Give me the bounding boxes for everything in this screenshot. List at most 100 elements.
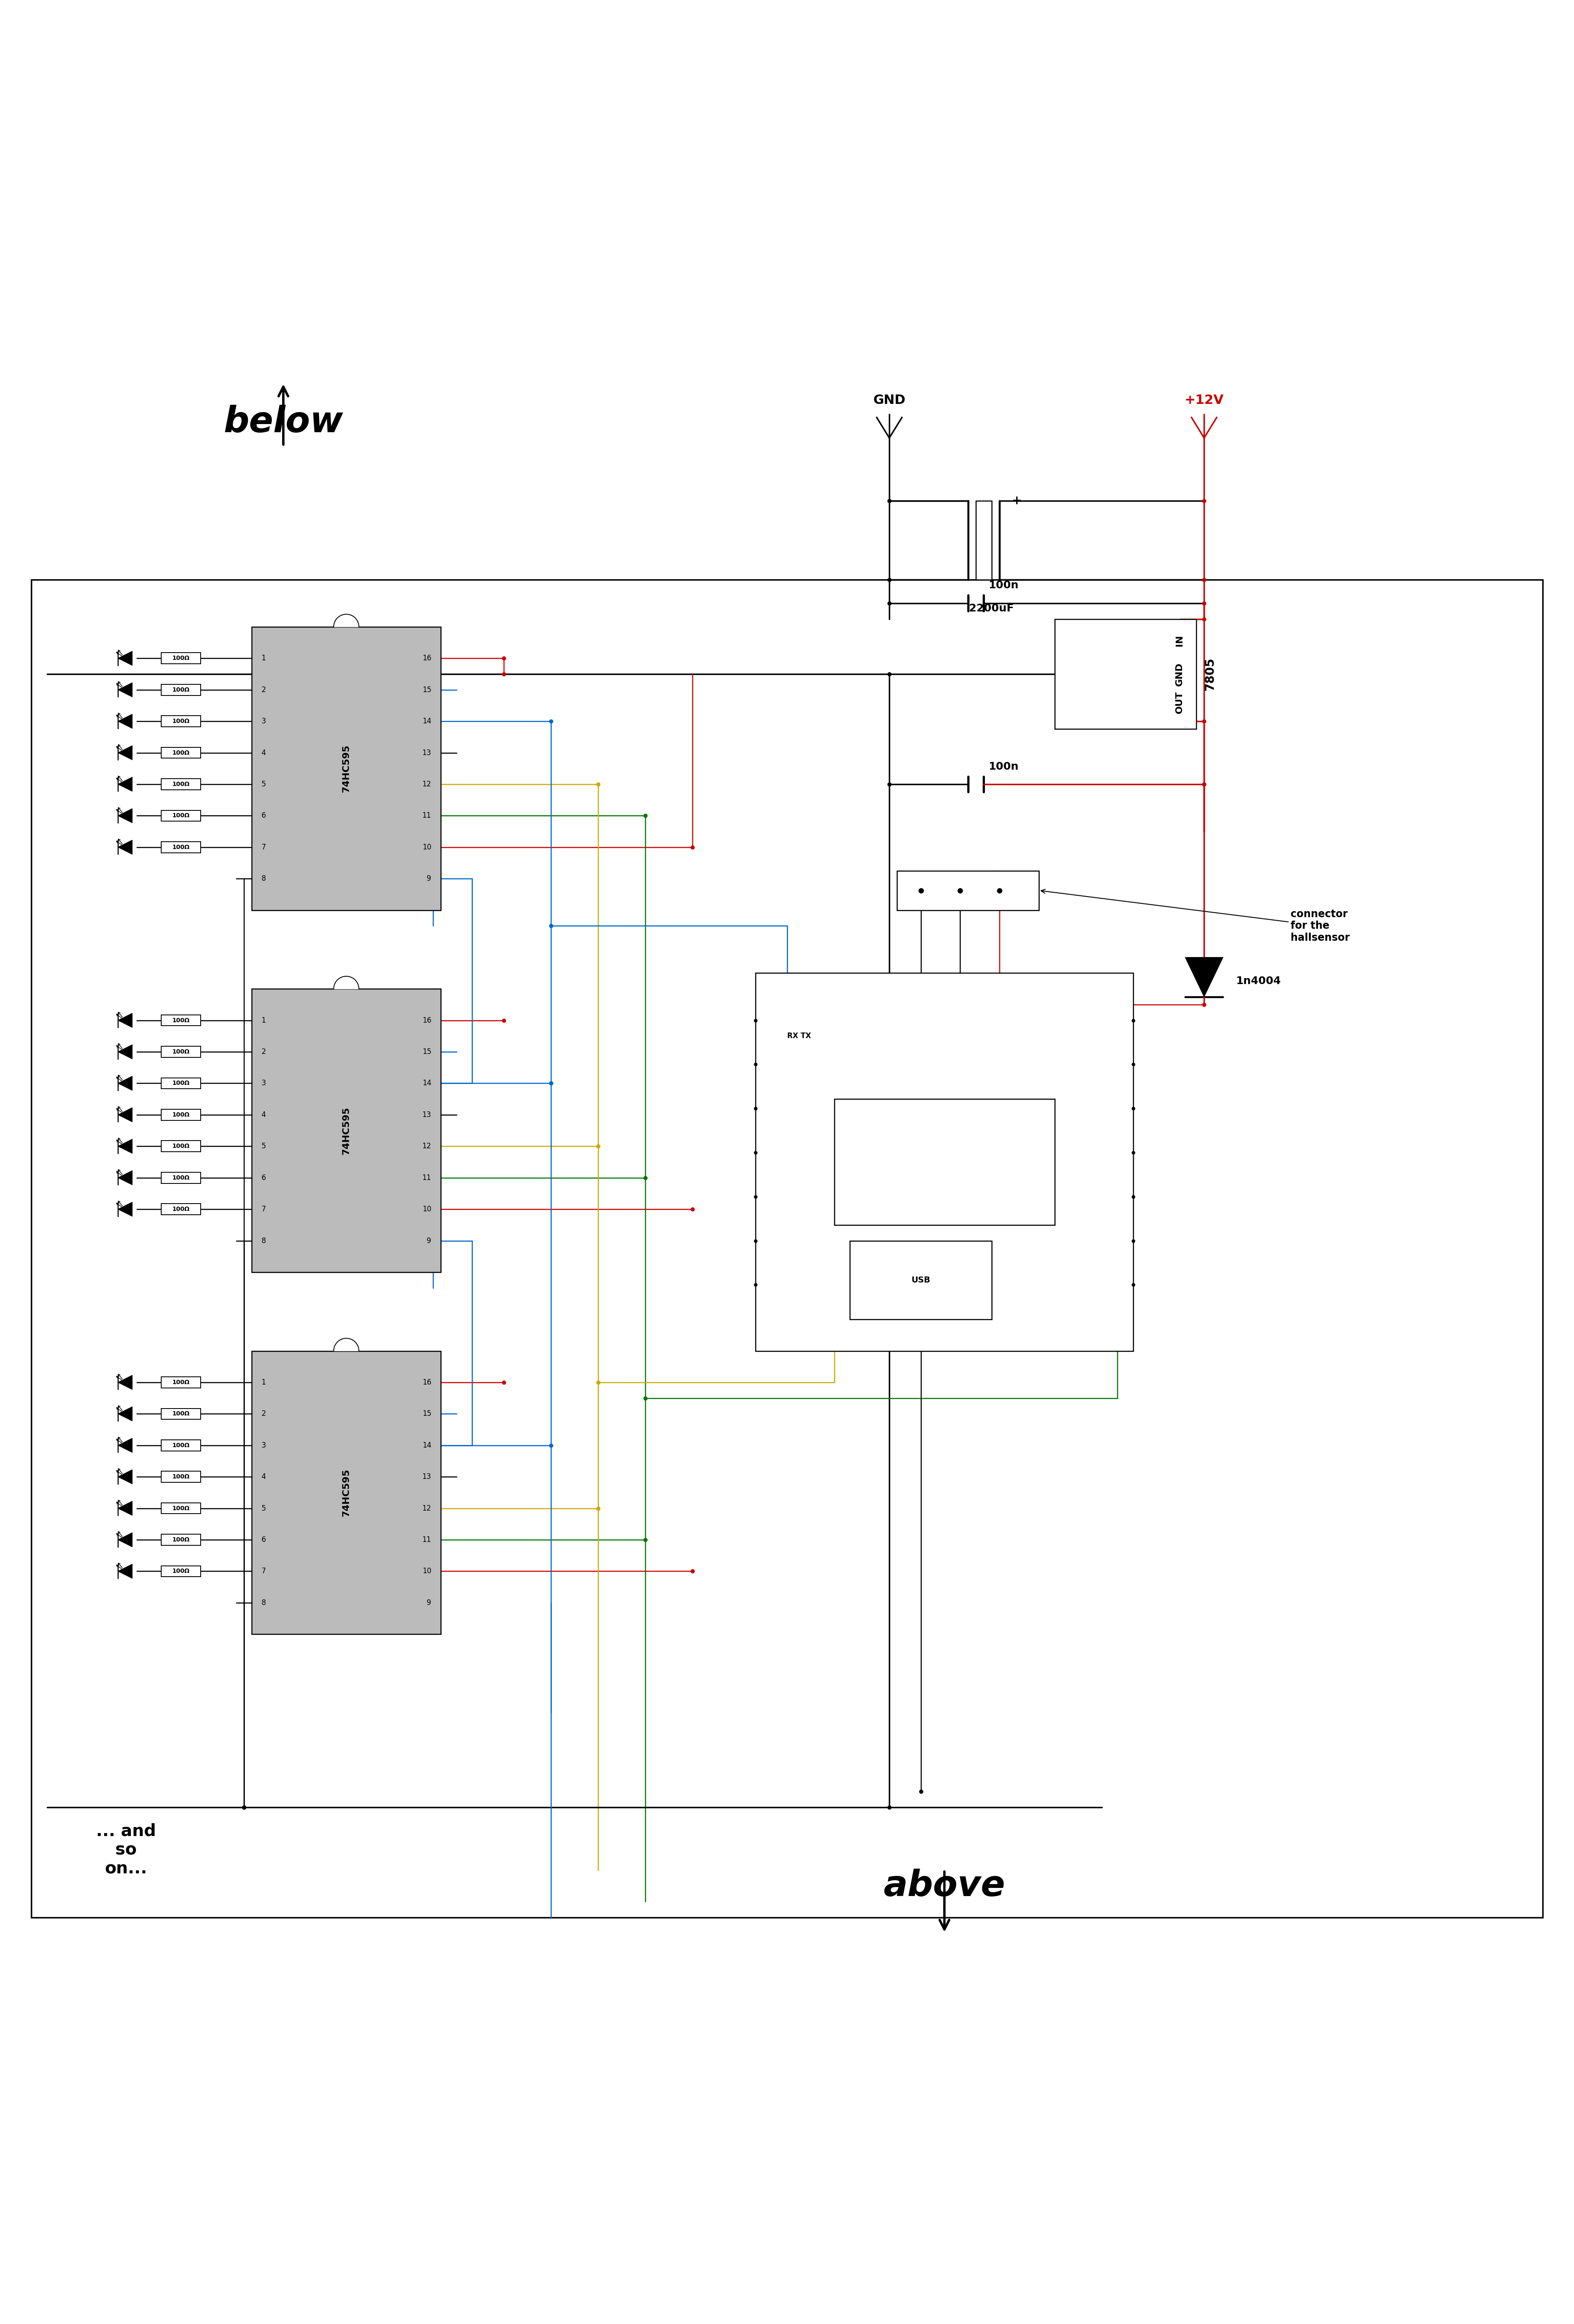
Text: above: above [883,1868,1006,1903]
Text: 74HC595: 74HC595 [342,1106,351,1155]
Text: 10: 10 [422,1566,431,1576]
Text: 6: 6 [261,1536,266,1543]
Text: ARDUINO NANO: ARDUINO NANO [905,1127,984,1134]
Text: 15: 15 [422,686,431,693]
Bar [162,716,201,727]
Text: 3: 3 [261,1078,266,1088]
Text: GND: GND [874,395,905,407]
Polygon shape [118,839,132,855]
Bar [162,811,201,820]
Text: 13: 13 [422,1111,431,1118]
Polygon shape [118,1376,132,1390]
Polygon shape [118,1109,132,1122]
Polygon shape [118,1469,132,1485]
Text: USB: USB [911,1276,930,1285]
Bar [897,872,1039,911]
Text: 100Ω: 100Ω [172,781,190,788]
Polygon shape [118,713,132,727]
Text: 100Ω: 100Ω [172,1206,190,1213]
Polygon shape [334,1339,359,1350]
Text: 100Ω: 100Ω [172,718,190,725]
Bar [162,779,201,790]
Polygon shape [118,746,132,760]
Bar [162,1566,201,1576]
Text: 13: 13 [422,1473,431,1480]
Bar [162,1441,201,1450]
Text: 8: 8 [261,874,266,883]
Text: GND: GND [1176,662,1184,686]
Text: 14: 14 [422,1441,431,1450]
Text: 100Ω: 100Ω [172,1380,190,1385]
Polygon shape [118,776,132,790]
Text: 12: 12 [422,1143,431,1150]
Text: OUT: OUT [1176,690,1184,713]
Text: 1: 1 [261,655,266,662]
Text: 13: 13 [422,748,431,758]
Polygon shape [118,1046,132,1060]
Text: 100Ω: 100Ω [172,1506,190,1511]
Polygon shape [118,1076,132,1090]
Polygon shape [334,614,359,627]
Text: 74HC595: 74HC595 [342,744,351,792]
Text: 2200uF: 2200uF [970,604,1014,614]
Text: 14: 14 [422,1078,431,1088]
Text: 11: 11 [422,1174,431,1181]
Text: 100Ω: 100Ω [172,1569,190,1573]
Text: 1: 1 [261,1016,266,1025]
Text: ... and
so
on...: ... and so on... [96,1822,156,1878]
Text: 9: 9 [427,874,431,883]
Polygon shape [1185,957,1223,997]
Bar [756,974,1133,1350]
Bar [162,1171,201,1183]
Polygon shape [118,1139,132,1153]
Text: 4: 4 [261,1473,266,1480]
Text: 10: 10 [422,844,431,851]
Bar [162,683,201,695]
Bar [162,1471,201,1483]
Bar [162,1534,201,1545]
Polygon shape [118,1501,132,1515]
Polygon shape [118,1202,132,1215]
Text: 100Ω: 100Ω [172,1174,190,1181]
Text: 15: 15 [422,1048,431,1055]
Polygon shape [118,1439,132,1452]
Polygon shape [334,976,359,988]
Bar [1055,618,1196,730]
Text: 3: 3 [261,718,266,725]
Bar [252,988,441,1271]
Bar [162,1109,201,1120]
Bar [162,653,201,665]
Text: 3: 3 [261,1441,266,1450]
Polygon shape [118,683,132,697]
Bar [162,1016,201,1025]
Bar [162,1408,201,1420]
Text: 7: 7 [261,1566,266,1576]
Text: 15: 15 [422,1411,431,1418]
Text: 2: 2 [261,1411,266,1418]
Text: 100Ω: 100Ω [172,751,190,755]
Text: 16: 16 [422,1016,431,1025]
Bar [850,1241,992,1320]
Text: 100Ω: 100Ω [172,1081,190,1085]
Bar [162,1376,201,1387]
Text: 4: 4 [261,748,266,758]
Text: 16: 16 [422,1378,431,1385]
Bar [162,1204,201,1215]
Text: 100Ω: 100Ω [172,1111,190,1118]
Text: below: below [224,404,343,439]
Bar [252,627,441,911]
Bar [252,1350,441,1634]
Polygon shape [118,1013,132,1027]
Text: +: + [1012,495,1022,507]
Text: 1: 1 [261,1378,266,1385]
Text: 11: 11 [422,811,431,820]
Text: 8: 8 [261,1599,266,1606]
Text: 8: 8 [261,1236,266,1246]
Text: 2: 2 [261,1048,266,1055]
Text: 7805: 7805 [1204,658,1217,690]
Text: 5: 5 [261,781,266,788]
Text: 100n: 100n [988,762,1018,772]
Polygon shape [118,809,132,823]
Text: IN: IN [1176,634,1184,646]
Bar [834,1099,1055,1225]
